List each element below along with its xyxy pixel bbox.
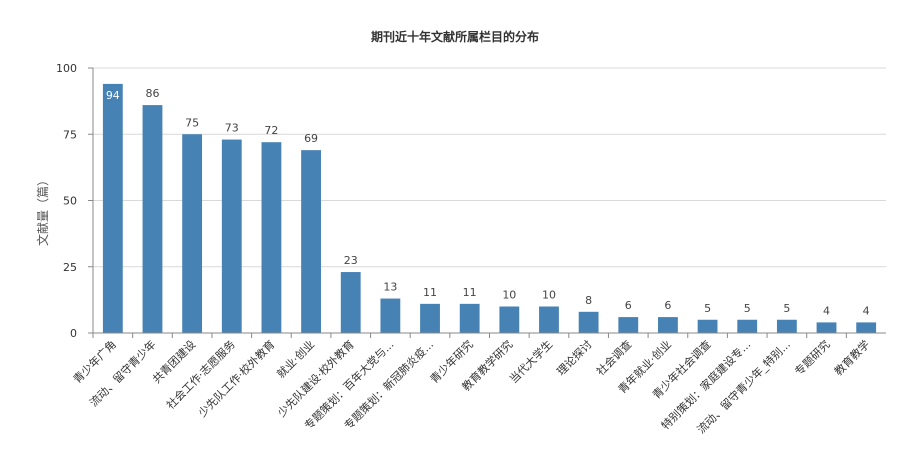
bar bbox=[142, 105, 163, 333]
x-tick-label: 少先队建设·校外教育 bbox=[274, 337, 356, 419]
bar bbox=[102, 83, 123, 334]
bar-value-label: 6 bbox=[625, 299, 632, 312]
bar-value-label: 13 bbox=[383, 281, 397, 294]
bar bbox=[340, 272, 361, 333]
bar-value-label: 72 bbox=[264, 124, 278, 137]
bar bbox=[618, 317, 639, 333]
x-tick-label: 社会调查 bbox=[593, 337, 634, 378]
x-tick-label: 少先队工作·校外教育 bbox=[195, 337, 277, 419]
x-tick-label: 专题研究 bbox=[792, 337, 833, 378]
bar bbox=[459, 303, 480, 333]
bar bbox=[737, 319, 758, 333]
y-tick-label: 100 bbox=[56, 62, 77, 75]
y-axis-label: 文献量（篇） bbox=[35, 174, 50, 246]
bar bbox=[182, 134, 203, 333]
bar-value-label: 5 bbox=[783, 302, 790, 315]
bar-value-label: 8 bbox=[585, 294, 592, 307]
bar-value-label: 4 bbox=[863, 304, 870, 317]
bar bbox=[539, 306, 559, 333]
y-tick-label: 25 bbox=[63, 261, 77, 274]
bar bbox=[776, 319, 797, 333]
x-tick-label: 社会工作·志愿服务 bbox=[163, 337, 238, 412]
bar bbox=[380, 298, 401, 333]
bar bbox=[301, 150, 321, 333]
x-axis-tick-labels: 青少年广角流动、留守青少年共青团建设社会工作·志愿服务少先队工作·校外教育就业·… bbox=[70, 333, 872, 436]
bar bbox=[578, 311, 599, 333]
bar-value-label: 10 bbox=[502, 289, 516, 302]
x-tick-label: 当代大学生 bbox=[506, 337, 555, 386]
y-tick-label: 0 bbox=[70, 327, 77, 340]
bars bbox=[102, 83, 877, 334]
y-axis-ticks: 0 25 50 75 100 bbox=[56, 62, 93, 340]
bar-value-label: 69 bbox=[304, 132, 318, 145]
bar bbox=[856, 322, 877, 333]
bar-value-label: 4 bbox=[823, 304, 830, 317]
bar bbox=[261, 142, 282, 333]
bar bbox=[499, 306, 520, 333]
bar bbox=[658, 317, 678, 333]
x-tick-label: 理论探讨 bbox=[554, 337, 595, 378]
bar bbox=[420, 303, 440, 333]
bar-value-label: 23 bbox=[344, 254, 358, 267]
x-tick-label: 教育教学 bbox=[831, 337, 872, 378]
bar-value-label: 5 bbox=[704, 302, 711, 315]
bar-value-label: 6 bbox=[664, 299, 671, 312]
bar-value-label: 86 bbox=[145, 87, 159, 100]
bar-value-label: 5 bbox=[744, 302, 751, 315]
bar-value-label: 75 bbox=[185, 116, 199, 129]
chart-title: 期刊近十年文献所属栏目的分布 bbox=[371, 29, 539, 44]
y-tick-label: 75 bbox=[63, 128, 77, 141]
bar-value-label: 73 bbox=[225, 122, 239, 135]
bar-value-label: 10 bbox=[542, 289, 556, 302]
bar-value-label: 11 bbox=[423, 286, 437, 299]
bar-value-label: 11 bbox=[463, 286, 477, 299]
bar bbox=[816, 322, 837, 333]
bar-value-label: 94 bbox=[106, 89, 120, 102]
x-tick-label: 流动、留守青少年 bbox=[86, 337, 158, 409]
bar bbox=[221, 139, 242, 333]
gridlines bbox=[93, 67, 886, 334]
bar bbox=[697, 319, 718, 333]
y-tick-label: 50 bbox=[63, 195, 77, 208]
